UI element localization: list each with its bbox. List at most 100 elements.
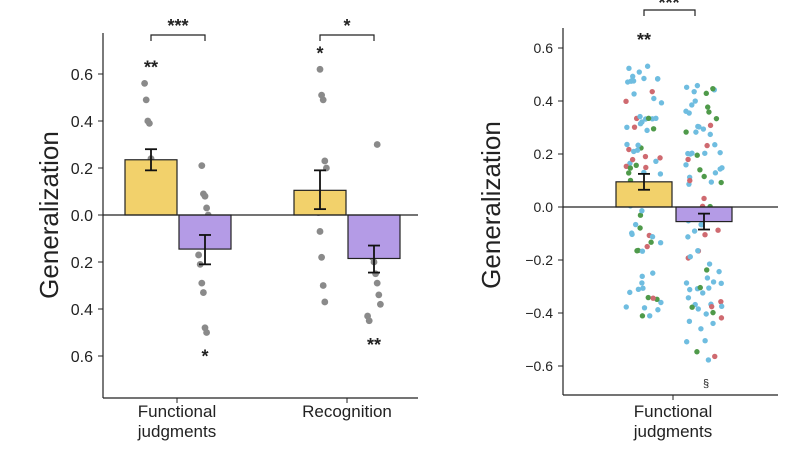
left-data-point — [141, 80, 149, 87]
right-data-point — [639, 273, 645, 280]
right-data-point — [698, 326, 704, 332]
right-data-point — [627, 165, 634, 171]
right-data-point — [637, 113, 643, 120]
right-data-point — [716, 268, 722, 275]
chart-right: 0.6 0.4 0.2 0.0 −0.2 −0.4 −0.6 ** § *** Generali… — [476, 0, 778, 441]
right-data-point — [707, 131, 713, 138]
right-data-point — [712, 353, 718, 360]
right-comparison-bracket — [643, 9, 696, 16]
right-y-tick-label: 0.4 — [534, 93, 554, 109]
right-data-point — [717, 149, 723, 156]
right-data-point — [700, 126, 707, 132]
right-data-point — [639, 208, 645, 214]
right-data-point — [708, 179, 715, 185]
right-data-point — [689, 304, 695, 310]
left-data-point — [321, 298, 329, 306]
right-data-point — [685, 156, 691, 163]
right-data-point — [705, 104, 711, 110]
left-data-point — [195, 251, 203, 259]
right-data-point — [707, 122, 714, 129]
left-comparison-label: *** — [167, 16, 188, 36]
left-data-point — [316, 65, 324, 73]
right-data-point — [686, 110, 692, 116]
right-data-point — [624, 124, 630, 130]
right-data-point — [693, 129, 699, 135]
right-data-point — [702, 231, 708, 238]
left-data-point — [203, 204, 211, 212]
left-data-point — [318, 253, 325, 261]
left-x-label-functional: Functional — [138, 402, 216, 421]
right-data-point — [695, 247, 701, 254]
left-x-label-recognition: Recognition — [302, 402, 392, 421]
right-data-point — [697, 167, 703, 173]
right-data-point — [719, 165, 725, 171]
right-data-point — [683, 280, 690, 286]
left-data-point — [142, 96, 150, 104]
right-data-point — [631, 91, 637, 97]
right-data-point — [628, 78, 634, 84]
right-data-point — [631, 124, 638, 130]
right-data-point — [657, 155, 663, 161]
right-data-point — [705, 357, 712, 363]
right-data-point — [655, 75, 661, 82]
left-data-point — [203, 329, 211, 336]
right-data-point — [704, 267, 710, 273]
right-data-point — [706, 285, 712, 291]
right-data-point — [623, 163, 630, 169]
right-data-point — [683, 129, 689, 135]
right-data-point — [718, 179, 724, 186]
right-data-point — [657, 240, 664, 246]
left-data-point — [201, 192, 209, 200]
right-y-tick-label: 0.6 — [534, 40, 554, 56]
right-data-point — [685, 295, 692, 301]
left-data-point — [146, 119, 153, 127]
right-data-point — [648, 239, 654, 245]
right-data-point — [627, 289, 633, 296]
right-y-axis-label: Generalization — [476, 121, 506, 289]
left-data-point — [198, 279, 206, 287]
right-data-point — [713, 115, 720, 122]
left-axes: 0.6 0.4 0.2 0.0 0.2 0.4 0.6 — [71, 33, 418, 403]
right-data-point — [689, 150, 695, 156]
right-data-point — [645, 294, 651, 301]
left-data-point — [198, 162, 206, 170]
right-data-point — [692, 98, 698, 104]
right-data-point — [703, 311, 709, 317]
right-data-point — [706, 109, 712, 115]
left-significance: ********* * — [144, 16, 381, 367]
left-y-tick-label: 0.0 — [71, 208, 93, 225]
right-data-point — [683, 84, 690, 90]
left-x-label-functional-2: judgments — [137, 422, 216, 441]
right-data-point — [715, 227, 721, 233]
right-data-point — [703, 90, 709, 97]
left-sig-marker: * — [316, 43, 323, 63]
right-data-point — [643, 164, 649, 171]
right-error-bars — [638, 172, 710, 231]
right-y-tick-label: −0.4 — [525, 305, 553, 321]
right-data-point — [683, 162, 689, 168]
right-data-point — [694, 152, 700, 158]
left-sig-marker: * — [201, 347, 208, 367]
right-data-point — [718, 315, 725, 321]
right-data-point — [718, 298, 724, 305]
right-data-point — [642, 153, 649, 160]
left-data-point — [373, 141, 381, 148]
right-data-point — [639, 280, 645, 286]
right-data-point — [647, 313, 653, 319]
right-bars — [615, 181, 733, 223]
right-data-point — [685, 234, 691, 240]
left-comparison-bracket — [319, 34, 375, 41]
right-data-point — [632, 221, 639, 228]
right-y-tick-label: 0.2 — [534, 146, 554, 162]
right-data-point — [649, 234, 656, 240]
right-significance: ** § *** — [637, 0, 709, 390]
left-y-tick-label: 0.4 — [71, 114, 93, 131]
right-data-point — [696, 124, 702, 130]
right-data-point — [701, 173, 707, 180]
right-data-point — [704, 275, 711, 281]
right-data-point — [708, 303, 715, 310]
right-data-point — [635, 142, 641, 148]
right-data-point — [637, 120, 644, 127]
left-data-point — [377, 300, 384, 308]
left-sig-marker: ** — [367, 335, 381, 355]
